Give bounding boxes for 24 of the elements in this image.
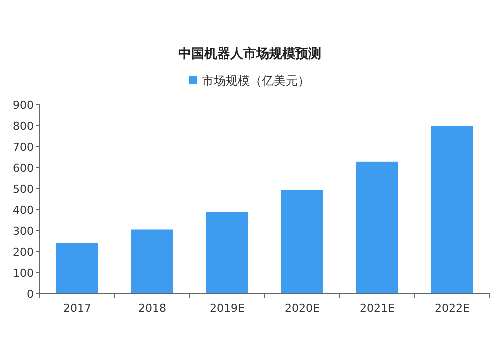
y-tick-label: 0: [27, 288, 34, 301]
y-tick-label: 100: [13, 267, 34, 280]
bar: [282, 190, 324, 294]
y-tick-label: 500: [13, 183, 34, 196]
bar: [432, 126, 474, 294]
x-tick-label: 2019E: [210, 302, 246, 315]
bar: [132, 230, 174, 294]
y-tick-label: 900: [13, 99, 34, 112]
y-tick-label: 600: [13, 162, 34, 175]
y-tick-label: 200: [13, 246, 34, 259]
bar: [356, 162, 398, 294]
y-tick-label: 700: [13, 141, 34, 154]
y-tick-label: 800: [13, 120, 34, 133]
legend-label: 市场规模（亿美元）: [202, 74, 310, 88]
x-tick-label: 2017: [64, 302, 92, 315]
bar: [206, 212, 248, 294]
x-tick-label: 2021E: [360, 302, 396, 315]
x-tick-label: 2018: [138, 302, 166, 315]
chart-title: 中国机器人市场规模预测: [178, 46, 322, 62]
y-tick-label: 300: [13, 225, 34, 238]
bar: [56, 243, 98, 294]
x-tick-label: 2020E: [285, 302, 320, 315]
y-tick-label: 400: [13, 204, 34, 217]
x-tick-label: 2022E: [435, 302, 470, 315]
